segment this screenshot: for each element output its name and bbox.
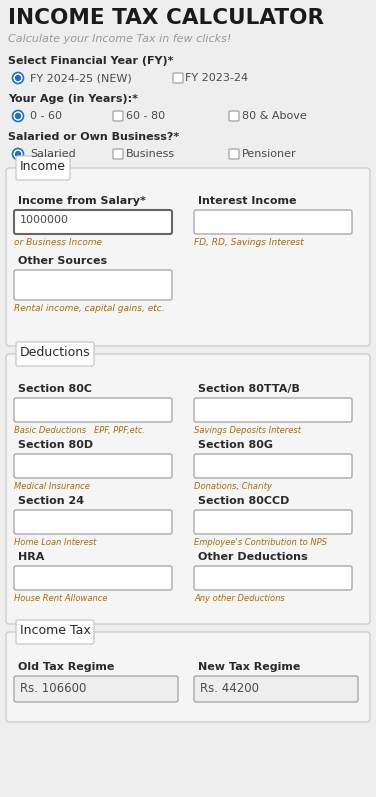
Text: Section 80TTA/B: Section 80TTA/B xyxy=(198,384,300,394)
FancyBboxPatch shape xyxy=(14,454,172,478)
Text: Business: Business xyxy=(126,149,175,159)
Text: House Rent Allowance: House Rent Allowance xyxy=(14,594,108,603)
Circle shape xyxy=(12,148,23,159)
FancyBboxPatch shape xyxy=(14,566,172,590)
Text: Deductions: Deductions xyxy=(20,346,90,359)
Text: 0 - 60: 0 - 60 xyxy=(30,111,62,121)
Text: Old Tax Regime: Old Tax Regime xyxy=(18,662,114,672)
Text: Rs. 44200: Rs. 44200 xyxy=(200,682,259,695)
Text: FD, RD, Savings Interest: FD, RD, Savings Interest xyxy=(194,238,304,247)
Text: Pensioner: Pensioner xyxy=(242,149,297,159)
Text: FY 2023-24: FY 2023-24 xyxy=(185,73,248,83)
Circle shape xyxy=(15,151,21,157)
FancyBboxPatch shape xyxy=(14,510,172,534)
Text: Basic Deductions   EPF, PPF,etc.: Basic Deductions EPF, PPF,etc. xyxy=(14,426,145,435)
Text: Medical Insurance: Medical Insurance xyxy=(14,482,90,491)
Text: FY 2024-25 (NEW): FY 2024-25 (NEW) xyxy=(30,73,132,83)
Text: Income Tax: Income Tax xyxy=(20,624,90,637)
Text: Income: Income xyxy=(20,160,66,173)
Text: Income from Salary*: Income from Salary* xyxy=(18,196,146,206)
FancyBboxPatch shape xyxy=(113,111,123,121)
Text: HRA: HRA xyxy=(18,552,44,562)
Text: Interest Income: Interest Income xyxy=(198,196,297,206)
FancyBboxPatch shape xyxy=(194,210,352,234)
Text: Other Deductions: Other Deductions xyxy=(198,552,308,562)
Text: Rental income, capital gains, etc.: Rental income, capital gains, etc. xyxy=(14,304,165,313)
Text: New Tax Regime: New Tax Regime xyxy=(198,662,300,672)
Text: Section 24: Section 24 xyxy=(18,496,84,506)
FancyBboxPatch shape xyxy=(194,454,352,478)
FancyBboxPatch shape xyxy=(16,342,94,366)
FancyBboxPatch shape xyxy=(229,111,239,121)
Circle shape xyxy=(12,73,23,84)
Text: Section 80C: Section 80C xyxy=(18,384,92,394)
FancyBboxPatch shape xyxy=(113,149,123,159)
FancyBboxPatch shape xyxy=(194,510,352,534)
Text: Select Financial Year (FY)*: Select Financial Year (FY)* xyxy=(8,56,173,66)
FancyBboxPatch shape xyxy=(194,566,352,590)
Text: Savings Deposits Interest: Savings Deposits Interest xyxy=(194,426,301,435)
Circle shape xyxy=(15,113,21,120)
Text: Other Sources: Other Sources xyxy=(18,256,107,266)
Text: Salaried: Salaried xyxy=(30,149,76,159)
Text: 60 - 80: 60 - 80 xyxy=(126,111,165,121)
FancyBboxPatch shape xyxy=(16,620,94,644)
Text: Section 80CCD: Section 80CCD xyxy=(198,496,290,506)
FancyBboxPatch shape xyxy=(14,676,178,702)
Text: or Business Income: or Business Income xyxy=(14,238,102,247)
Text: Section 80G: Section 80G xyxy=(198,440,273,450)
FancyBboxPatch shape xyxy=(14,398,172,422)
Text: Your Age (in Years):*: Your Age (in Years):* xyxy=(8,94,138,104)
Text: Donations, Charity: Donations, Charity xyxy=(194,482,272,491)
Circle shape xyxy=(12,111,23,121)
FancyBboxPatch shape xyxy=(14,210,172,234)
Text: 80 & Above: 80 & Above xyxy=(242,111,307,121)
Text: Any other Deductions: Any other Deductions xyxy=(194,594,285,603)
Text: INCOME TAX CALCULATOR: INCOME TAX CALCULATOR xyxy=(8,8,324,28)
Text: Salaried or Own Business?*: Salaried or Own Business?* xyxy=(8,132,179,142)
Text: Home Loan Interest: Home Loan Interest xyxy=(14,538,96,547)
FancyBboxPatch shape xyxy=(16,156,70,180)
FancyBboxPatch shape xyxy=(194,398,352,422)
FancyBboxPatch shape xyxy=(6,168,370,346)
Text: Rs. 106600: Rs. 106600 xyxy=(20,682,86,695)
FancyBboxPatch shape xyxy=(6,632,370,722)
Text: Employee's Contribution to NPS: Employee's Contribution to NPS xyxy=(194,538,327,547)
Text: Section 80D: Section 80D xyxy=(18,440,93,450)
Text: Calculate your Income Tax in few clicks!: Calculate your Income Tax in few clicks! xyxy=(8,34,231,44)
FancyBboxPatch shape xyxy=(229,149,239,159)
Text: 1000000: 1000000 xyxy=(20,215,69,225)
FancyBboxPatch shape xyxy=(194,676,358,702)
FancyBboxPatch shape xyxy=(14,270,172,300)
FancyBboxPatch shape xyxy=(6,354,370,624)
Circle shape xyxy=(15,75,21,81)
FancyBboxPatch shape xyxy=(173,73,183,83)
